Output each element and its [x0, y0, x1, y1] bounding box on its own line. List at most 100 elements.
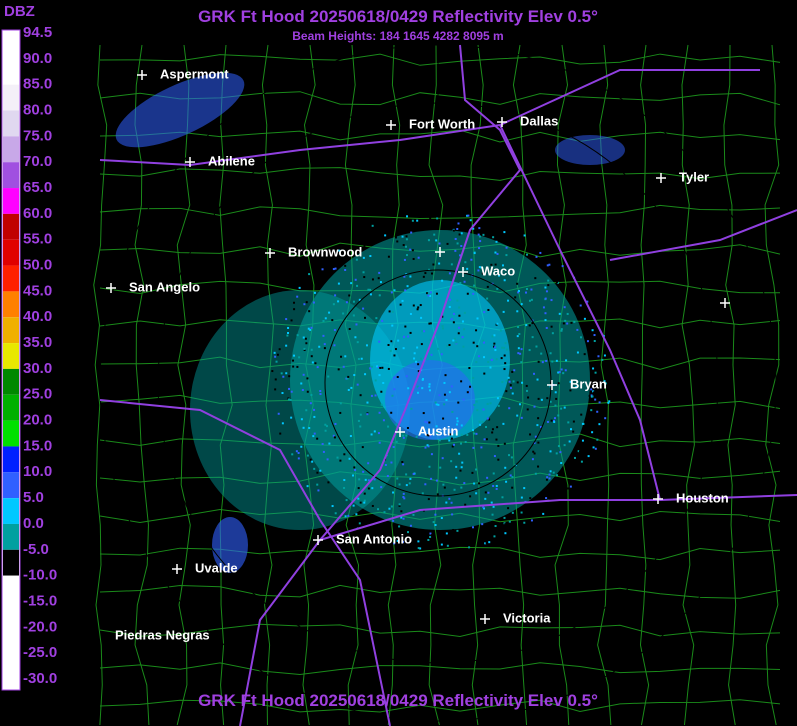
echo-pixel [546, 397, 549, 400]
echo-pixel [553, 420, 556, 423]
echo-pixel [496, 252, 499, 255]
echo-pixel [483, 438, 486, 441]
echo-pixel [348, 327, 351, 330]
legend-label: -15.0 [23, 592, 57, 609]
echo-pixel [390, 411, 393, 414]
echo-pixel [427, 239, 430, 242]
echo-pixel [309, 328, 312, 331]
echo-pixel [470, 429, 473, 432]
echo-pixel [274, 378, 277, 381]
echo-pixel [596, 438, 599, 441]
echo-pixel [504, 523, 507, 526]
echo-pixel [557, 414, 560, 417]
echo-pixel [429, 338, 432, 341]
echo-pixel [555, 397, 558, 400]
echo-pixel [358, 298, 361, 301]
echo-pixel [413, 352, 416, 355]
echo-pixel [443, 381, 446, 384]
echo-pixel [303, 347, 306, 350]
echo-pixel [567, 487, 570, 490]
echo-pixel [511, 392, 514, 395]
echo-pixel [505, 379, 508, 382]
echo-pixel [381, 366, 384, 369]
echo-pixel [345, 301, 348, 304]
echo-pixel [321, 443, 324, 446]
echo-pixel [400, 510, 403, 513]
echo-pixel [511, 521, 514, 524]
echo-pixel [442, 483, 445, 486]
echo-pixel [363, 499, 366, 502]
city-marker [653, 494, 663, 504]
echo-pixel [594, 447, 597, 450]
echo-pixel [416, 385, 419, 388]
legend-swatch [3, 84, 19, 111]
echo-pixel [456, 242, 459, 245]
echo-pixel [298, 286, 301, 289]
echo-pixel [597, 355, 600, 358]
echo-pixel [275, 360, 278, 363]
echo-pixel [325, 425, 328, 428]
echo-pixel [475, 329, 478, 332]
echo-pixel [355, 258, 358, 261]
echo-pixel [386, 475, 389, 478]
echo-pixel [333, 329, 336, 332]
echo-pixel [424, 272, 427, 275]
echo-pixel [531, 458, 534, 461]
county-line [681, 44, 695, 726]
echo-pixel [483, 372, 486, 375]
county-line [99, 53, 781, 66]
echo-pixel [423, 330, 426, 333]
echo-pixel [417, 306, 420, 309]
echo-pixel [357, 357, 360, 360]
echo-pixel [427, 292, 430, 295]
echo-pixel [471, 526, 474, 529]
echo-pixel [468, 546, 471, 549]
echo-pixel [369, 293, 372, 296]
echo-pixel [548, 473, 551, 476]
legend-swatch [3, 446, 19, 473]
echo-pixel [579, 295, 582, 298]
echo-pixel [511, 486, 514, 489]
echo-pixel [562, 372, 565, 375]
county-line [99, 699, 781, 713]
echo-pixel [459, 254, 462, 257]
echo-pixel [539, 425, 542, 428]
echo-pixel [566, 322, 569, 325]
echo-pixel [441, 279, 444, 282]
echo-pixel [354, 336, 357, 339]
echo-pixel [482, 408, 485, 411]
echo-pixel [402, 517, 405, 520]
echo-pixel [303, 349, 306, 352]
echo-pixel [281, 422, 284, 425]
echo-pixel [460, 424, 463, 427]
echo-pixel [418, 386, 421, 389]
echo-pixel [533, 405, 536, 408]
echo-pixel [463, 482, 466, 485]
echo-pixel [408, 482, 411, 485]
city-marker [435, 247, 445, 257]
echo-pixel [452, 312, 455, 315]
echo-pixel [402, 492, 405, 495]
legend-swatch [3, 110, 19, 137]
echo-pixel [591, 431, 594, 434]
echo-pixel [506, 521, 509, 524]
echo-pixel [583, 317, 586, 320]
echo-pixel [359, 413, 362, 416]
echo-pixel [576, 351, 579, 354]
echo-pixel [603, 354, 606, 357]
echo-pixel [410, 231, 413, 234]
echo-pixel [305, 342, 308, 345]
echo-pixel [560, 328, 563, 331]
echo-pixel [565, 359, 568, 362]
echo-pixel [448, 272, 451, 275]
echo-pixel [464, 261, 467, 264]
echo-pixel [477, 233, 480, 236]
echo-pixel [590, 409, 593, 412]
echo-pixel [297, 457, 300, 460]
echo-pixel [328, 311, 331, 314]
echo-pixel [517, 326, 520, 329]
echo-pixel [493, 455, 496, 458]
echo-pixel [518, 332, 521, 335]
echo-pixel [323, 347, 326, 350]
echo-pixel [377, 508, 380, 511]
